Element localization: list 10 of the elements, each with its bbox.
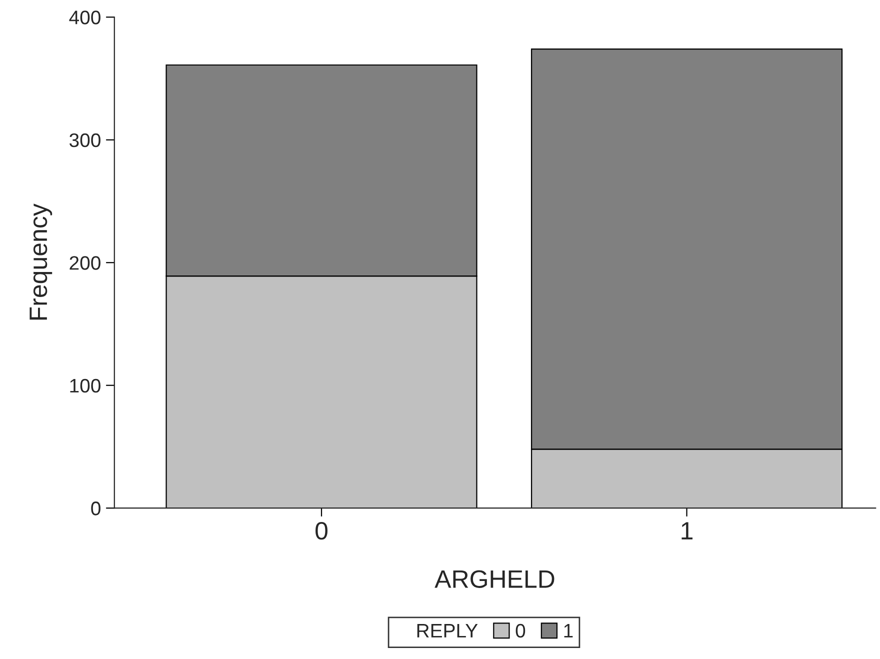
y-tick-label: 300 bbox=[70, 133, 100, 148]
y-tick-label: 200 bbox=[70, 256, 100, 270]
y-tick-label: 0 bbox=[91, 502, 100, 516]
y-tick-label: 400 bbox=[69, 10, 100, 24]
y-axis-title: Frequency bbox=[30, 204, 52, 320]
y-tick-label: 100 bbox=[70, 378, 100, 393]
x-axis-title: ARGHELD bbox=[434, 570, 554, 588]
legend-label: 1 bbox=[564, 624, 573, 638]
legend-label: 0 bbox=[516, 624, 526, 638]
legend-title: REPLY bbox=[417, 624, 478, 638]
